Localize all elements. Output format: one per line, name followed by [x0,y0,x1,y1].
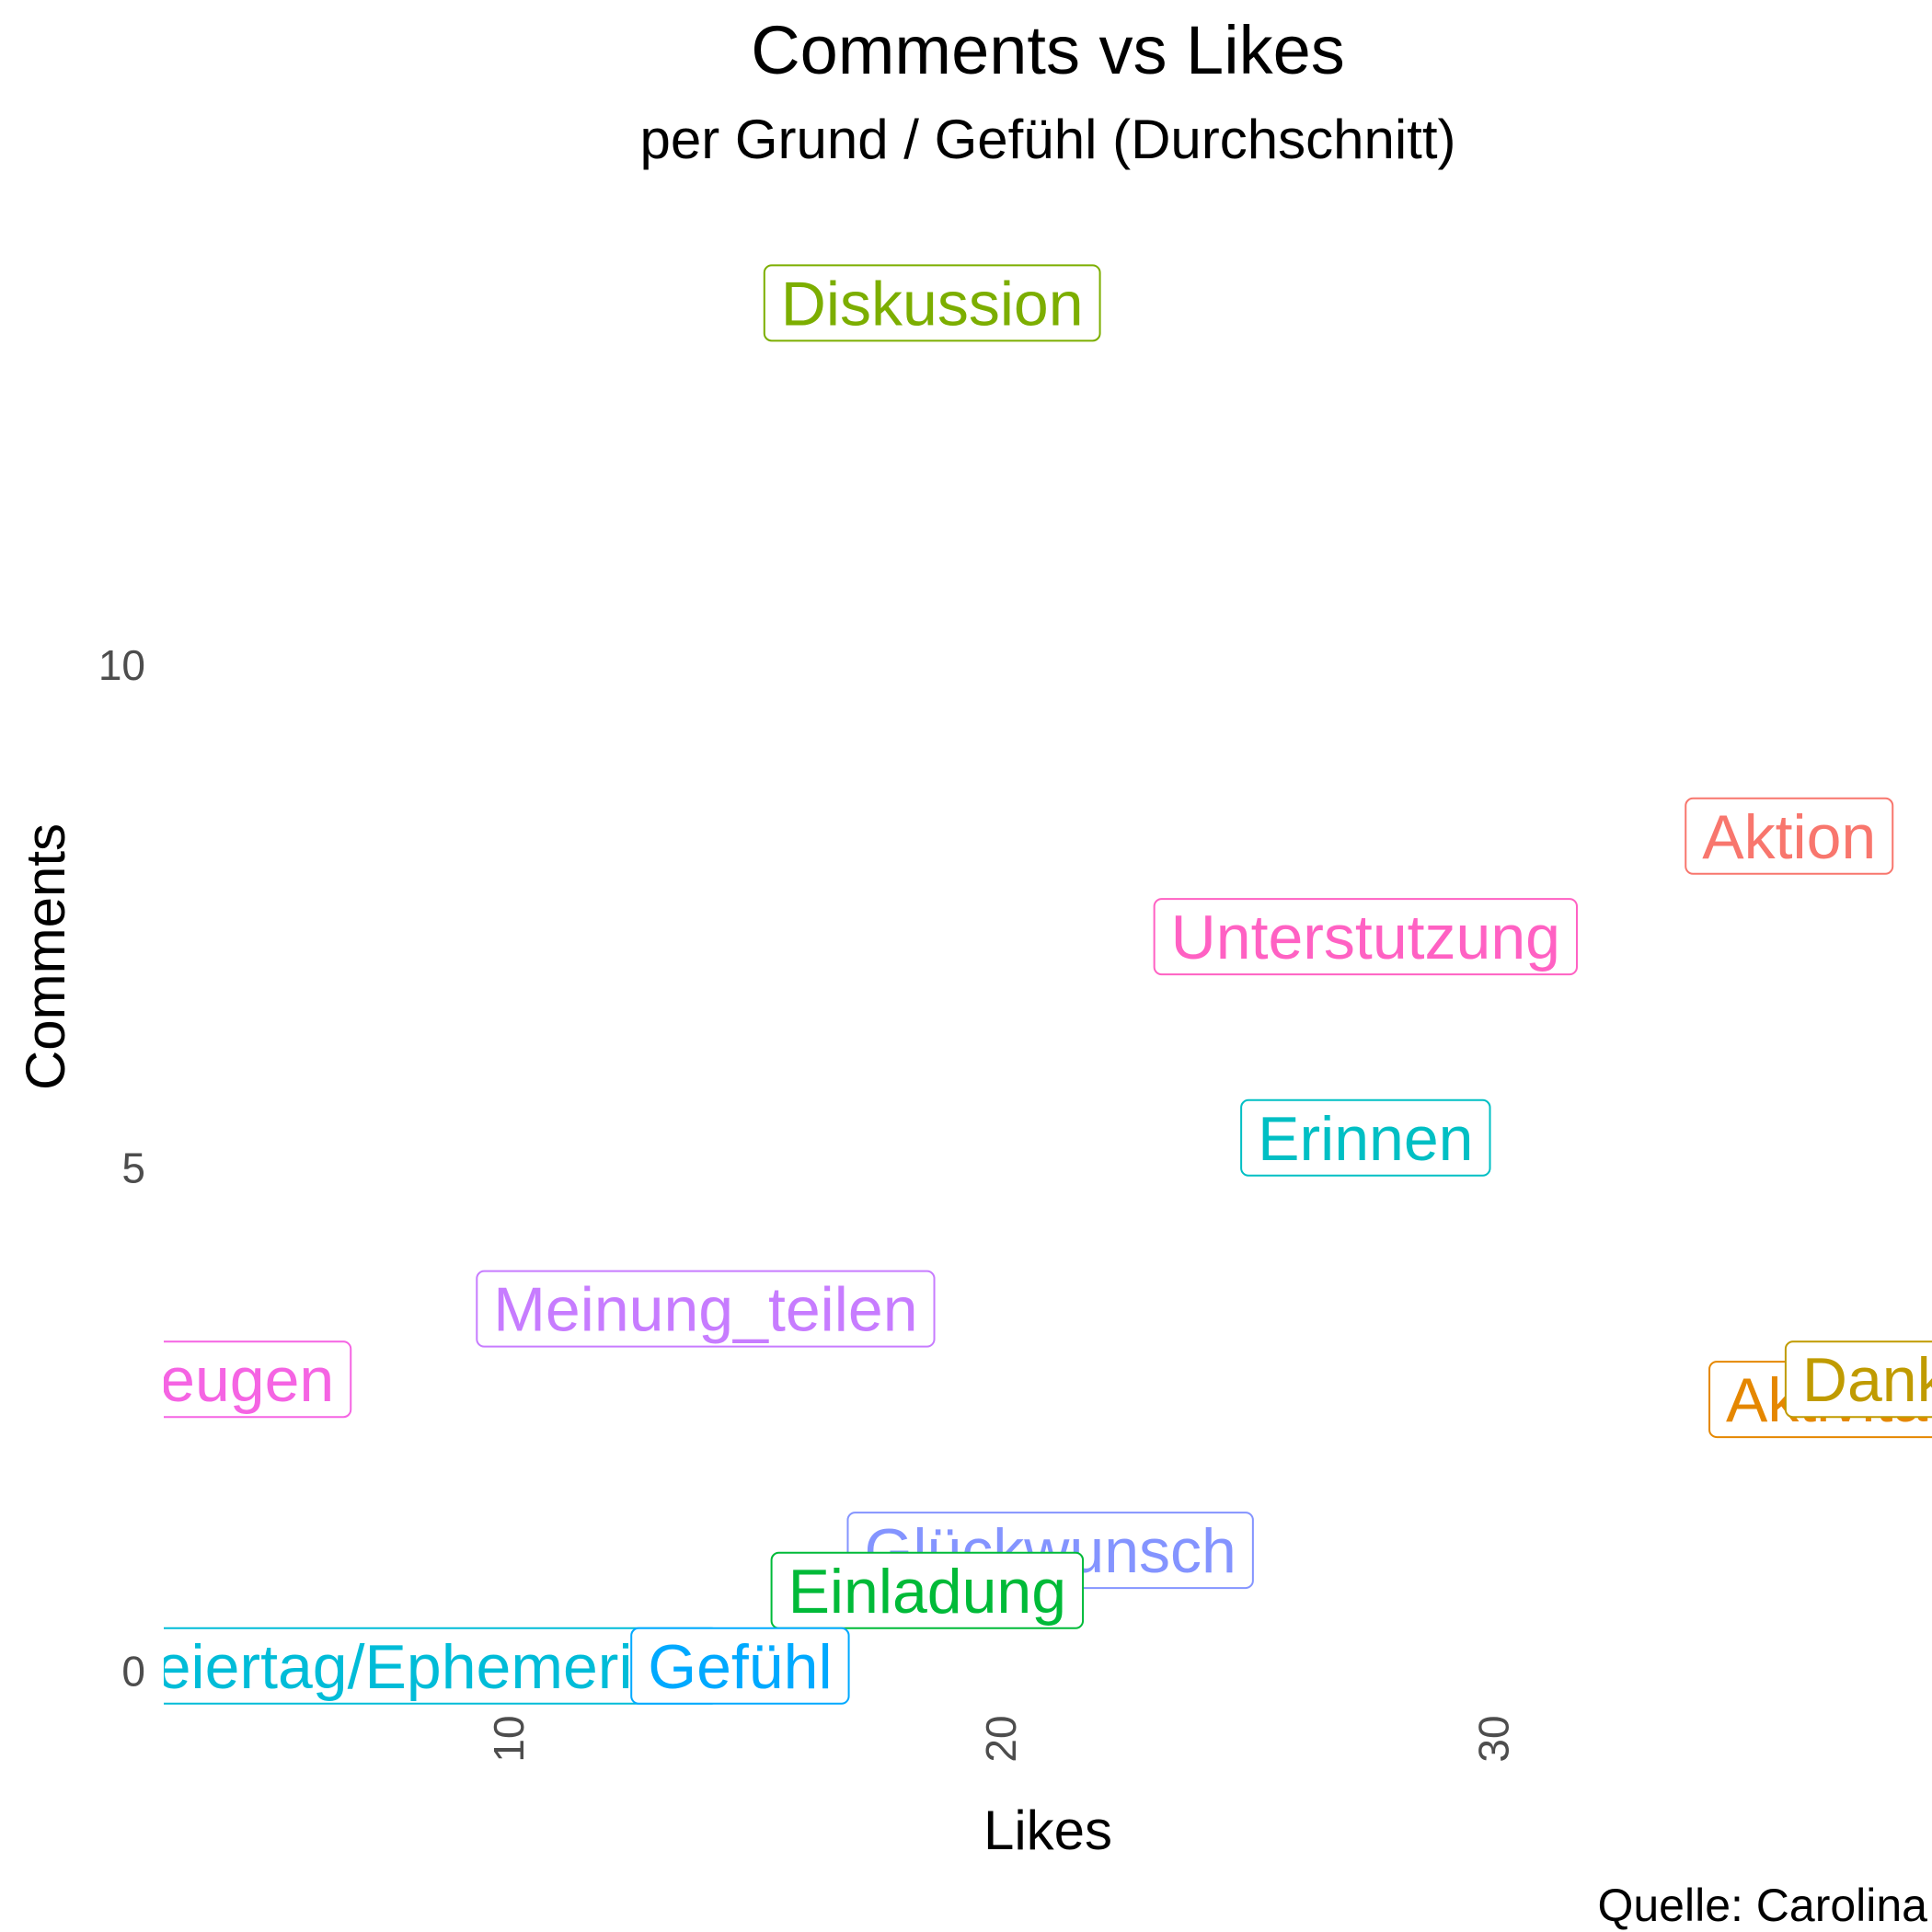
y-axis-title: Comments [15,823,76,1090]
data-label-text: Unterstutzung [1171,903,1560,972]
data-label: Unterstutzung [1153,898,1578,976]
data-label-box [476,1270,936,1348]
data-label: Diskussion [763,264,1101,342]
x-axis-title: Likes [983,1800,1112,1861]
data-label-text: Einladung [788,1557,1066,1627]
data-label-text: Danke [1802,1345,1932,1415]
chart-caption: Quelle: Carolina [1597,1880,1927,1931]
data-label-box [763,264,1101,342]
data-label-box [770,1551,1085,1629]
data-label: Überzeugen [0,1340,352,1419]
data-label-box [1784,1340,1932,1419]
x-tick-label: 10 [485,1715,533,1762]
x-axis-ticks: 10 20 30 [485,1715,1518,1762]
y-tick-label: 5 [121,1144,145,1192]
x-tick-label: 20 [977,1715,1025,1762]
y-tick-label: 10 [98,641,145,689]
data-label-text: Meinung_teilen [493,1275,917,1345]
data-label: Einladung [770,1551,1085,1629]
chart-title: Comments vs Likes [751,12,1345,88]
x-tick-label: 30 [1470,1715,1518,1762]
data-label-text: Feiertag/Ephemeride [118,1632,702,1702]
chart-subtitle: per Grund / Gefühl (Durchschnitt) [639,109,1455,170]
y-axis-ticks: 0 5 10 [98,641,145,1695]
data-label-box [1153,898,1578,976]
data-label-box [630,1627,850,1705]
data-label-box [1240,1098,1491,1177]
data-label: Meinung_teilen [476,1270,936,1348]
data-label: Erinnen [1240,1098,1491,1177]
data-label: Gefühl [630,1627,850,1705]
data-label-box [164,1340,352,1419]
data-labels: Diskussion Aktion Unterstutzung Erinnen Mein… [0,264,1932,1705]
data-label-text: Gefühl [648,1632,832,1702]
data-label-text: Aktion [1702,802,1876,872]
data-label-text: Diskussion [781,269,1084,339]
data-label: Danke [1784,1340,1932,1419]
y-tick-label: 0 [121,1647,145,1695]
data-label-text: Erinnen [1258,1104,1473,1174]
data-label-text: Überzeugen [0,1345,334,1415]
data-label: Aktion [1685,797,1894,875]
data-label-box [1685,797,1894,875]
data-label: Feiertag/Ephemeride [118,1627,720,1705]
